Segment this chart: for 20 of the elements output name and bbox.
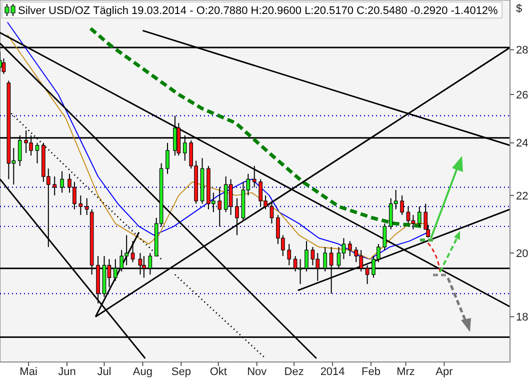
y-tick-label: 20 <box>516 248 528 260</box>
x-tick-label: Feb <box>362 366 381 378</box>
x-tick-label: Jun <box>58 366 76 378</box>
x-tick-label: Nov <box>247 366 268 378</box>
x-tick-label: Sep <box>171 366 191 378</box>
y-tick-label: 22 <box>516 190 528 202</box>
x-tick-label: Mai <box>20 366 38 378</box>
y-tick-label: 26 <box>516 89 528 102</box>
text: Silver USD/OZ Täglich 19.03.2014 - O:20.7880 H:20.9600 L:20.5170 C:20.5480 -0.2920 -1.4012% <box>18 5 498 17</box>
x-tick-label: Jul <box>97 366 112 378</box>
x-tick-label: Apr <box>436 366 454 378</box>
x-tick-label: Dez <box>284 366 304 378</box>
y-axis-title: $ <box>516 3 522 15</box>
y-tick-label: 24 <box>516 138 528 150</box>
x-tick-label: Mrz <box>396 366 415 378</box>
y-tick-label: 28 <box>516 44 528 57</box>
x-tick-label: Okt <box>210 366 227 378</box>
y-tick-label: 18 <box>516 312 528 324</box>
x-tick-label: 2014 <box>320 366 345 378</box>
x-tick-label: Aug <box>132 366 152 378</box>
